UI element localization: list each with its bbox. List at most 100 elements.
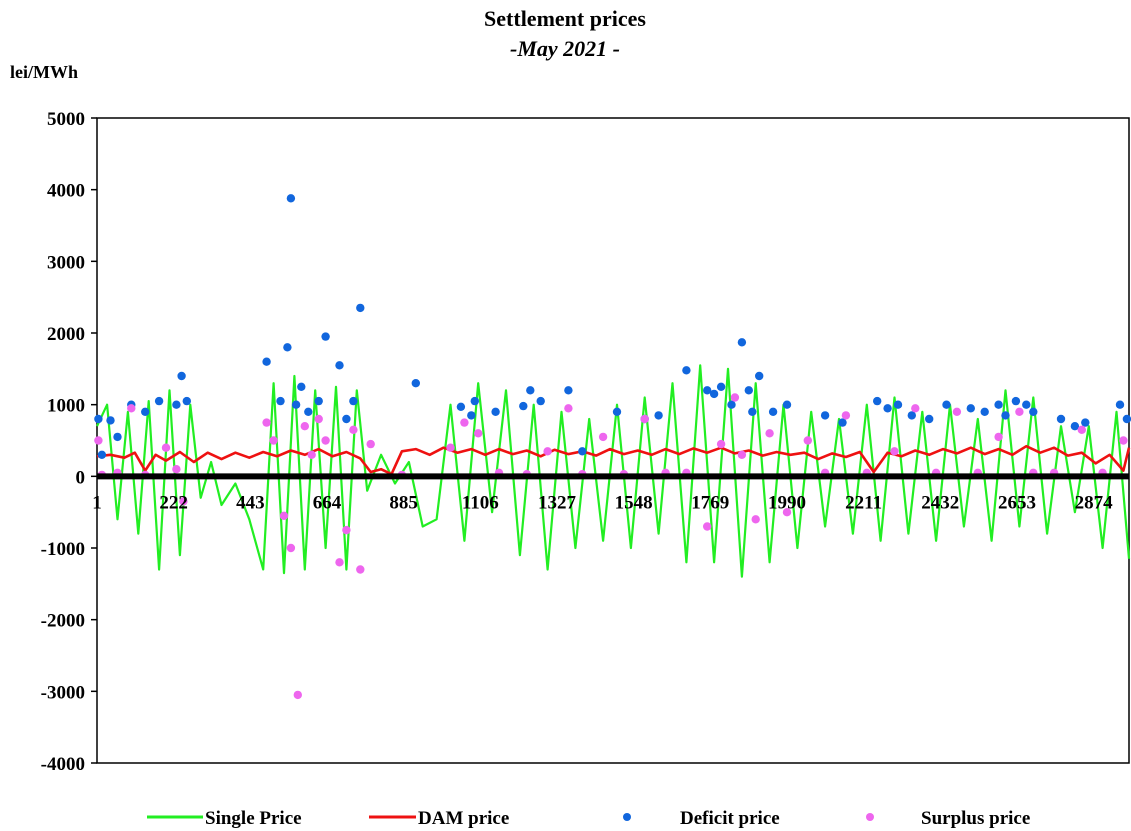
y-tick-label: 3000 [47,252,85,273]
series-point-2 [283,343,292,352]
series-point-2 [737,338,747,347]
legend-surplus-price-swatch [866,813,874,821]
series-point-2 [709,389,719,399]
series-point-3 [446,443,455,452]
x-tick-label: 443 [236,492,265,513]
series-point-2 [470,396,479,406]
series-point-2 [1001,411,1010,420]
x-tick-label: 2874 [1075,492,1114,513]
series-point-2 [262,357,271,366]
series-point-3 [911,404,920,413]
legend-dam-price-label: DAM price [418,808,509,829]
series-point-3 [952,407,962,416]
x-tick-label: 1990 [768,492,806,513]
series-point-2 [467,411,476,420]
series-point-2 [1115,400,1125,409]
series-point-2 [744,386,753,395]
legend-surplus-price-label: Surplus price [921,808,1030,829]
series-point-2 [716,382,726,391]
series-point-2 [321,332,330,341]
series-point-3 [314,414,323,424]
series-point-2 [141,407,150,416]
series-point-2 [456,402,466,411]
series-point-3 [598,432,608,442]
series-point-3 [1119,436,1128,445]
series-point-3 [751,515,760,524]
series-point-2 [291,400,301,409]
series-point-3 [335,558,344,567]
x-tick-label: 2653 [998,492,1036,513]
x-tick-label: 1327 [538,492,577,513]
series-point-2 [113,432,122,442]
legend: Single Price DAM price Deficit price Sur… [147,808,1030,829]
series-point-3 [474,429,483,438]
series-point-2 [1070,422,1080,431]
series-point-3 [564,404,573,413]
series-point-3 [179,497,188,506]
series-point-2 [276,396,285,406]
series-point-2 [893,400,903,409]
series-point-2 [154,396,164,406]
series-point-2 [526,386,535,395]
series-point-3 [994,432,1003,442]
series-point-3 [366,439,375,449]
series-point-2 [883,404,892,413]
series-point-2 [564,386,573,395]
series-point-2 [966,404,975,413]
series-point-2 [748,407,757,416]
series-point-3 [543,447,552,456]
series-point-3 [172,465,181,474]
y-tick-labels: 5000 4000 3000 2000 1000 0 -1000 -2000 -3000 -400… [41,109,85,775]
y-axis-unit: lei/MWh [10,62,78,82]
series-point-2 [172,400,181,409]
series-point-3 [782,508,792,517]
x-tick-labels: 1 222 443 664 885 1106 1327 1548 1769 1990 2211 243… [92,492,1113,513]
series-point-2 [612,407,622,416]
series-point-2 [335,361,344,370]
y-tick-label: -2000 [41,611,85,632]
y-tick-label: 0 [76,467,86,488]
series-point-2 [820,411,830,420]
x-tick-label: 1769 [691,492,729,513]
series-point-2 [106,416,115,425]
series-point-2 [286,194,296,203]
series-point-3 [349,425,358,434]
x-tick-label: 1 [92,492,102,513]
series-point-2 [980,407,989,416]
series-point-2 [491,407,500,416]
series-point-2 [654,411,663,420]
series-point-3 [1077,425,1087,434]
series-point-3 [803,436,812,445]
axis-layer [91,117,1129,764]
series-point-2 [1029,407,1038,416]
series-point-2 [177,371,186,381]
series-point-3 [356,565,365,574]
series-point-2 [925,414,934,424]
series-point-2 [97,450,107,459]
series-point-3 [342,525,351,535]
legend-deficit-price-label: Deficit price [680,808,780,829]
series-point-2 [1022,400,1031,409]
series-point-2 [768,407,778,416]
series-point-2 [411,379,420,388]
series-point-3 [890,447,899,456]
series-point-2 [94,414,103,424]
series-point-2 [578,447,587,456]
series-point-3 [269,436,278,445]
y-tick-label: -3000 [41,682,85,703]
series-point-2 [182,396,191,406]
series-point-2 [297,382,306,391]
x-tick-label: 1106 [462,492,499,513]
series-point-2 [703,386,712,395]
series-point-2 [519,401,528,411]
series-point-2 [1122,414,1131,424]
series-point-2 [314,396,323,406]
series-point-3 [716,439,726,449]
y-tick-label: 1000 [47,396,85,417]
x-tick-label: 2211 [845,492,882,513]
chart-subtitle: -May 2021 - [510,36,620,61]
series-point-2 [349,396,358,406]
series-point-3 [765,429,774,438]
series-point-3 [321,436,330,445]
series-point-3 [460,418,469,427]
